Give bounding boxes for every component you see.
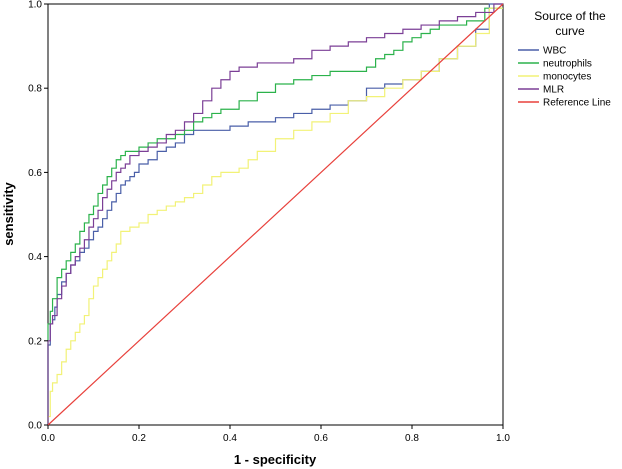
y-tick-label: 0.8	[28, 84, 42, 95]
y-tick-label: 0.4	[28, 252, 42, 263]
x-tick-label: 0.2	[132, 433, 146, 444]
legend-label: WBC	[543, 46, 566, 57]
y-tick-label: 0.0	[28, 421, 42, 432]
x-axis-title: 1 - specificity	[234, 452, 317, 467]
legend: WBC neutrophils monocytes MLR Reference Line	[518, 46, 611, 109]
x-tick-label: 0.8	[405, 433, 419, 444]
legend-label: MLR	[543, 85, 564, 96]
x-tick-label: 0.6	[314, 433, 328, 444]
y-tick-label: 0.2	[28, 336, 42, 347]
x-tick-label: 0.4	[223, 433, 237, 444]
legend-title-line2: curve	[555, 24, 585, 38]
y-axis-title: sensitivity	[1, 181, 16, 245]
legend-label: Reference Line	[543, 98, 611, 109]
legend-label: monocytes	[543, 72, 591, 83]
series-line-monocytes	[47, 7, 503, 425]
x-tick-label: 0.0	[41, 433, 55, 444]
series-line-reference-line	[47, 3, 504, 426]
x-tick-label: 1.0	[496, 433, 510, 444]
legend-label: neutrophils	[543, 59, 592, 70]
legend-title-line1: Source of the	[534, 9, 606, 23]
y-tick-label: 0.6	[28, 168, 42, 179]
ticks-layer: 0.0 0.2 0.4 0.6 0.8 1.0 0.0 0.2 0.4 0.6 0.8 1.0	[28, 0, 510, 444]
series-line-mlr	[47, 3, 503, 425]
y-tick-label: 1.0	[28, 0, 42, 11]
series-layer	[47, 3, 504, 426]
